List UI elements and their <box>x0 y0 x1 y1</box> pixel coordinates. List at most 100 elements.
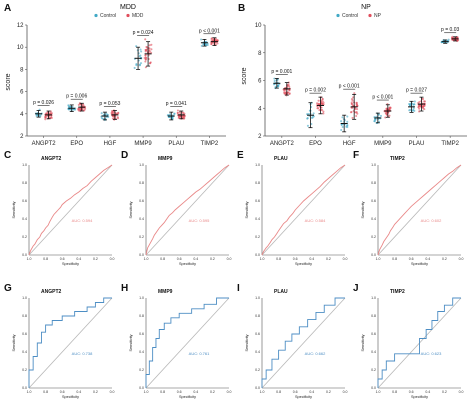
y-tick-label: 0.8 <box>371 181 376 185</box>
data-point <box>144 66 147 69</box>
y-tick-label: 0.6 <box>255 199 260 203</box>
x-tick-label: 0.4 <box>309 257 314 261</box>
panel-letter: F <box>353 150 359 161</box>
data-point <box>105 112 108 115</box>
x-tick-label: 0.2 <box>210 257 215 261</box>
data-point <box>148 47 151 50</box>
x-tick-label: 1.0 <box>27 390 32 394</box>
x-tick-label: 0.2 <box>210 390 215 394</box>
legend-label-control: Control <box>342 13 358 19</box>
data-point <box>276 84 280 87</box>
x-tick-label: 0.2 <box>442 257 447 261</box>
data-point <box>274 85 277 88</box>
data-point <box>385 112 388 115</box>
x-tick-label: MMP9 <box>134 141 152 147</box>
x-axis-label: Specificity <box>62 395 79 399</box>
data-point <box>135 64 138 67</box>
auc-label: AUC: 0.594 <box>72 218 93 223</box>
y-tick-label: 0.8 <box>255 181 260 185</box>
x-axis-label: Specificity <box>295 395 312 399</box>
reference-diagonal <box>261 297 346 389</box>
panel-title: MMP9 <box>158 156 173 162</box>
legend-marker-case <box>368 13 372 18</box>
y-tick-label: 10 <box>255 23 262 29</box>
p-value-label: p = 0.026 <box>33 100 54 106</box>
y-tick-label: 0.0 <box>371 253 376 257</box>
x-axis-label: Specificity <box>179 262 196 266</box>
x-tick-label: 0.4 <box>193 257 198 261</box>
y-tick-label: 2 <box>258 134 262 140</box>
panel-title: PLAU <box>274 156 288 162</box>
data-point <box>204 43 208 46</box>
data-point <box>77 107 80 110</box>
data-point <box>144 60 147 63</box>
data-point <box>138 64 141 67</box>
panel-title: MDD <box>120 4 136 11</box>
x-tick-label: 0.8 <box>392 390 397 394</box>
y-tick-label: 0.8 <box>22 181 27 185</box>
data-point <box>148 49 151 52</box>
y-tick-label: 8 <box>20 67 24 73</box>
data-point <box>146 46 149 49</box>
data-point <box>150 43 153 46</box>
y-tick-label: 1.0 <box>22 163 27 167</box>
data-point <box>82 104 85 107</box>
data-point <box>349 111 353 114</box>
data-point <box>412 107 415 110</box>
data-point <box>346 120 349 123</box>
data-point <box>200 44 203 47</box>
reference-diagonal <box>261 164 346 256</box>
data-point <box>212 39 215 42</box>
data-point <box>322 110 325 113</box>
data-point <box>50 116 53 119</box>
x-tick-label: 0.4 <box>76 257 81 261</box>
panel-title: ANGPT2 <box>41 156 62 162</box>
roc-curve <box>261 297 345 388</box>
data-point <box>421 105 424 109</box>
y-axis-label: score <box>5 73 12 90</box>
panel-letter: D <box>121 150 128 161</box>
x-tick-label: EPO <box>70 141 83 147</box>
y-tick-label: 0.2 <box>139 368 144 372</box>
x-tick-label: 0.6 <box>177 390 182 394</box>
p-value-label: p = 0.053 <box>99 101 120 107</box>
x-tick-label: 0.8 <box>276 390 281 394</box>
data-point <box>340 123 343 126</box>
panel-title: ANGPT2 <box>41 289 62 295</box>
reference-diagonal <box>145 297 230 389</box>
data-point <box>48 116 51 119</box>
data-point <box>341 125 344 129</box>
data-point <box>351 116 354 119</box>
data-point <box>418 100 421 103</box>
data-point <box>356 104 359 107</box>
data-point <box>312 112 315 115</box>
y-tick-label: 4 <box>20 112 24 118</box>
data-point <box>67 108 70 111</box>
roc-panel-g: G ANGPT2 1.0 1.0 0.8 0.8 0.6 0.6 0.4 0.4 0.2 0.2 0.0… <box>4 283 114 399</box>
y-tick-label: 1.0 <box>255 296 260 300</box>
p-value-label: p = 0.03 <box>441 27 459 33</box>
p-value-label: p < 0.001 <box>199 28 220 34</box>
data-point <box>320 106 323 109</box>
x-tick-label: 1.0 <box>260 390 265 394</box>
data-point <box>346 123 349 127</box>
data-point <box>210 43 213 46</box>
data-point <box>67 104 70 107</box>
y-tick-label: 0.0 <box>371 386 376 390</box>
x-tick-label: 0.2 <box>326 257 331 261</box>
x-tick-label: 0.0 <box>343 390 348 394</box>
y-tick-label: 0.0 <box>139 253 144 257</box>
y-axis-label: Sensitivity <box>12 334 16 351</box>
x-tick-label: 0.8 <box>160 257 165 261</box>
data-point <box>409 108 412 111</box>
x-tick-label: 0.4 <box>193 390 198 394</box>
x-tick-label: 1.0 <box>376 257 381 261</box>
x-tick-label: 1.0 <box>27 257 32 261</box>
data-point <box>350 101 353 104</box>
x-tick-label: 0.6 <box>293 390 298 394</box>
data-point <box>423 100 427 103</box>
data-point <box>317 99 320 102</box>
data-point <box>321 100 324 103</box>
y-axis-label: Sensitivity <box>245 334 249 351</box>
y-tick-label: 0.2 <box>371 368 376 372</box>
